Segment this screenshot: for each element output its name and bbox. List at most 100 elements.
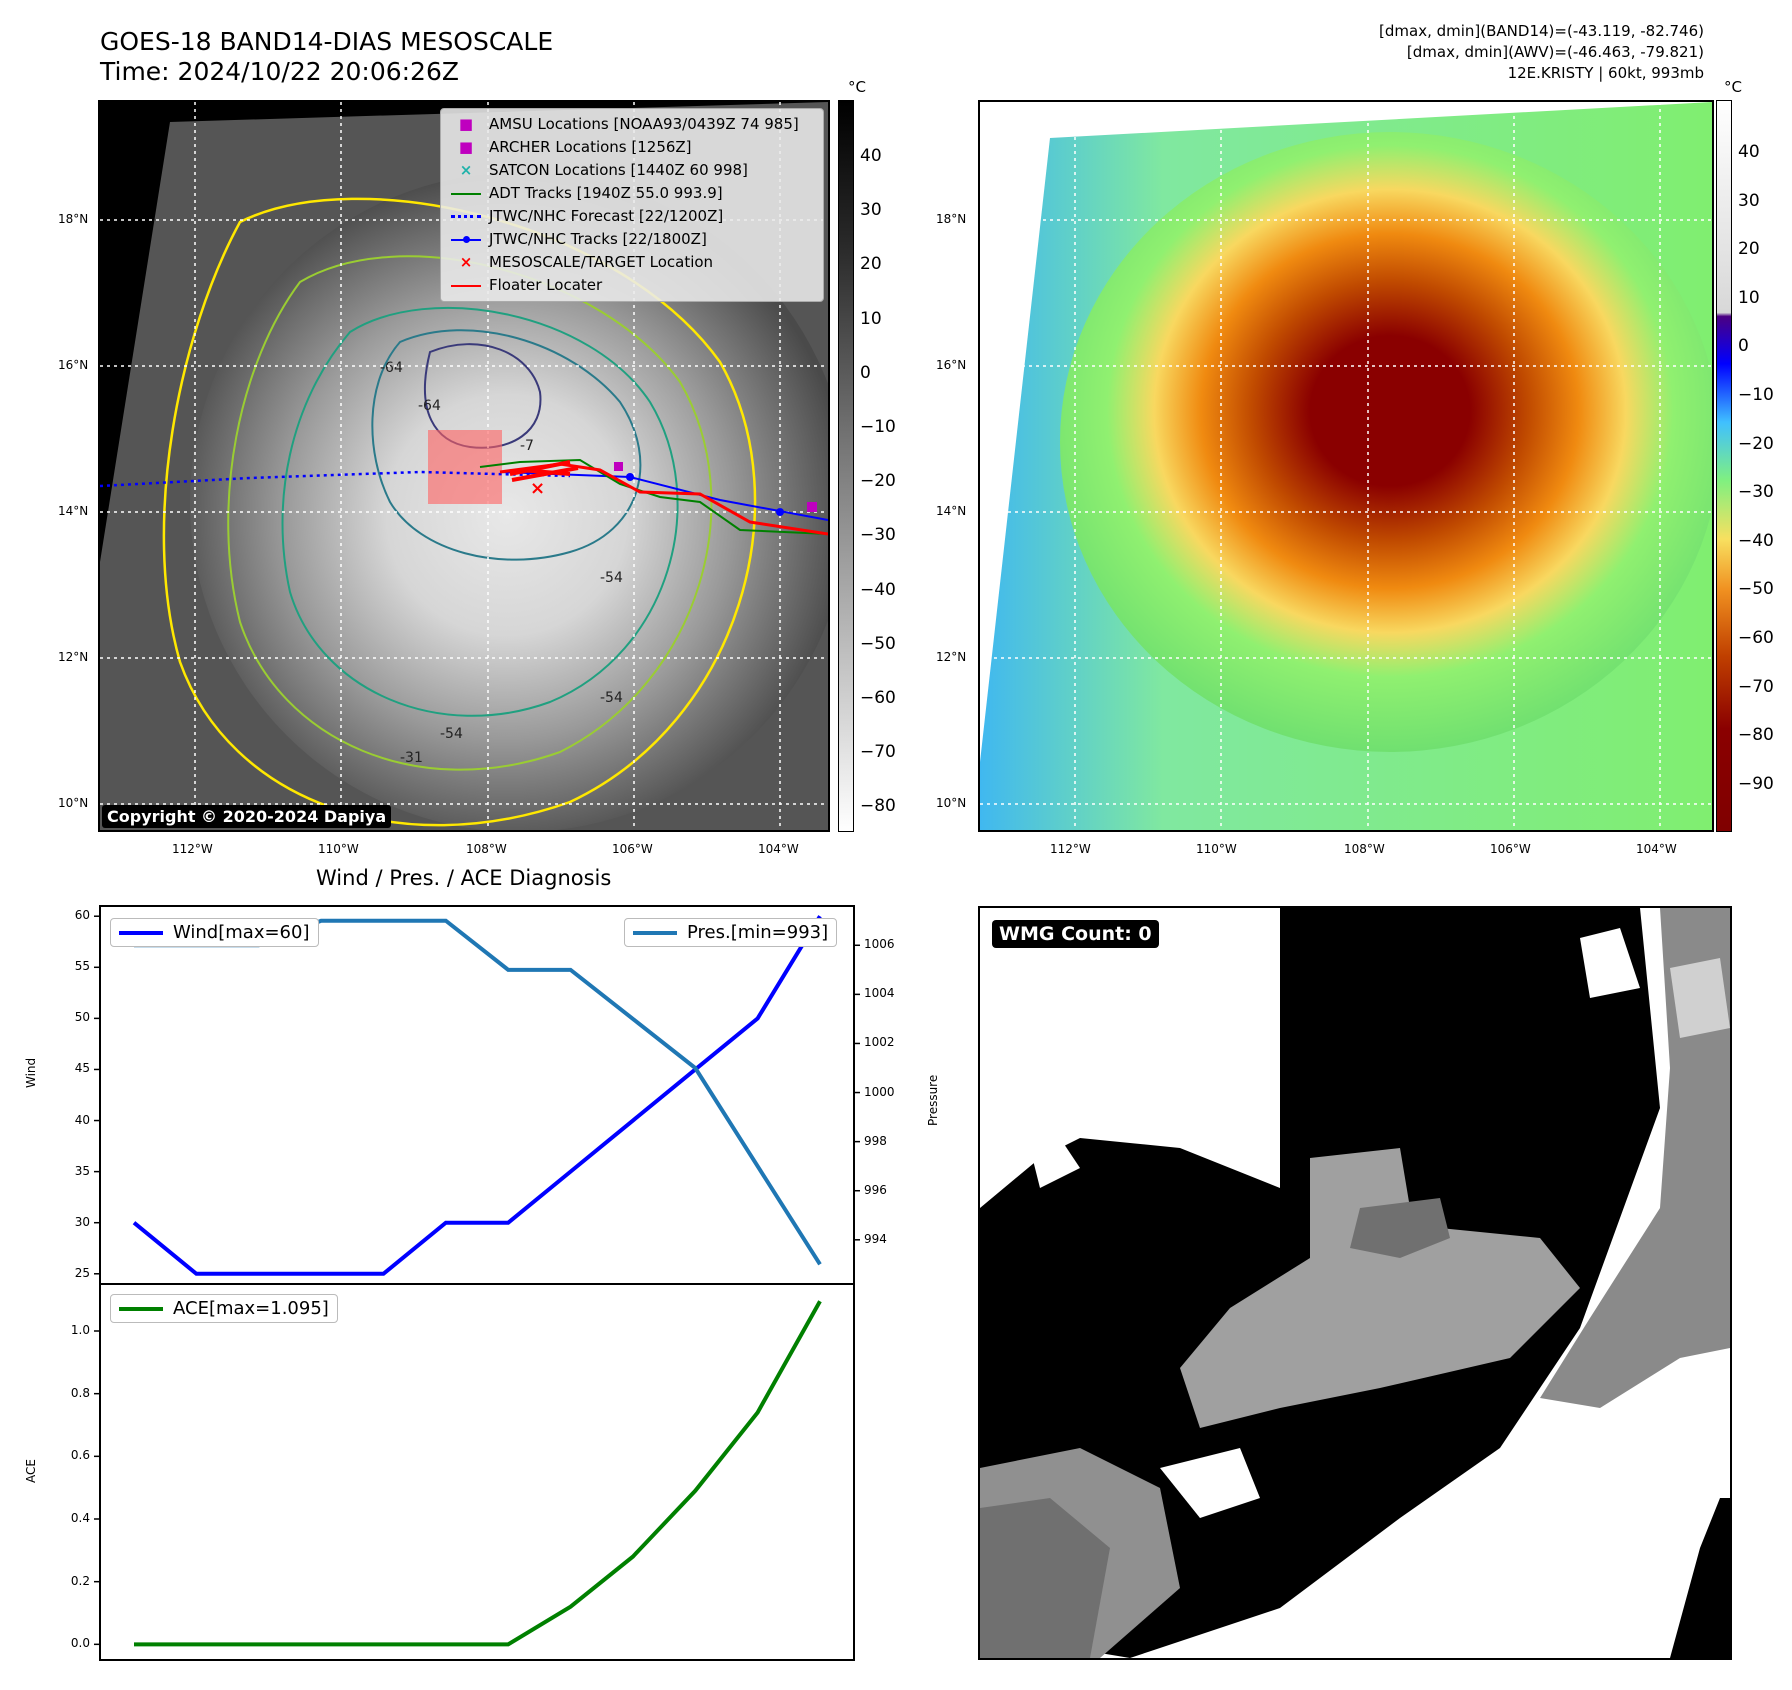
colorbar-right — [1716, 100, 1732, 832]
wmg-panel: WMG Count: 0 — [978, 906, 1732, 1660]
awv-range: [dmax, dmin](AWV)=(-46.463, -79.821) — [1406, 43, 1704, 61]
lon-label: 110°W — [318, 842, 359, 856]
lat-label: 10°N — [936, 796, 967, 810]
colorbar-tick: 0 — [1738, 336, 1749, 357]
contour-label: -31 — [400, 750, 423, 766]
wmg-count-badge: WMG Count: 0 — [992, 920, 1159, 948]
colorbar-tick: −80 — [860, 796, 896, 817]
lat-label: 14°N — [58, 504, 89, 518]
colorbar-tick: −70 — [860, 742, 896, 763]
line-icon — [449, 182, 483, 205]
pressure-axis-label: Pressure — [926, 1074, 940, 1126]
lat-label: 12°N — [936, 650, 967, 664]
colorbar-tick: 0 — [860, 362, 871, 383]
wind-tick-label: 60 — [74, 908, 90, 923]
archer-marker — [807, 502, 817, 512]
legend-line — [119, 930, 163, 935]
contour-label: -7 — [520, 438, 534, 454]
colorbar-tick: 20 — [1738, 239, 1760, 260]
colorbar-tick: −10 — [860, 417, 896, 437]
legend-label: SATCON Locations [1440Z 60 998] — [489, 161, 748, 179]
awv-gridlines — [980, 102, 1712, 830]
square-icon: ■ — [458, 115, 474, 133]
legend-label: ARCHER Locations [1256Z] — [489, 138, 692, 156]
wind-tick-label: 45 — [74, 1061, 90, 1076]
colorbar-tick: −60 — [860, 688, 896, 708]
lat-label: 12°N — [58, 650, 89, 664]
wmg-svg — [980, 908, 1730, 1658]
cross-icon: × — [459, 161, 473, 179]
colorbar-tick: −50 — [860, 633, 896, 654]
contour-label: -64 — [418, 398, 441, 414]
ace-axis-label: ACE — [24, 1459, 38, 1483]
lon-label: 108°W — [466, 842, 507, 856]
ace-tick-label: 0.0 — [70, 1636, 90, 1651]
legend-label: Pres.[min=993] — [687, 922, 829, 943]
colorbar-tick: 20 — [860, 254, 882, 275]
wind-tick-label: 55 — [74, 959, 90, 974]
lon-label: 112°W — [1050, 842, 1091, 856]
ace-legend: ACE[max=1.095] — [110, 1294, 338, 1323]
dotted-line-icon — [449, 205, 483, 228]
colorbar-tick: −80 — [1738, 725, 1774, 746]
nhc-track-point — [776, 508, 784, 516]
diagnosis-top-frame — [99, 905, 855, 1285]
colorbar-tick: 30 — [1738, 190, 1760, 211]
lon-label: 108°W — [1344, 842, 1385, 856]
band14-range: [dmax, dmin](BAND14)=(-43.119, -82.746) — [1379, 22, 1704, 40]
wmg-dark-gray-region — [1350, 1198, 1450, 1258]
wind-tick-label: 30 — [74, 1214, 90, 1229]
colorbar-tick: −20 — [1738, 433, 1774, 454]
colorbar-tick: −40 — [1738, 530, 1774, 551]
lat-label: 14°N — [936, 504, 967, 518]
legend-label: AMSU Locations [NOAA93/0439Z 74 985] — [489, 115, 799, 133]
colorbar-tick: 10 — [1738, 287, 1760, 308]
lat-label: 10°N — [58, 796, 89, 810]
colorbar-tick: −60 — [1738, 628, 1774, 648]
wmg-white-region — [1160, 1448, 1260, 1518]
legend-label: JTWC/NHC Tracks [22/1800Z] — [489, 230, 707, 248]
map-legend: ■ AMSU Locations [NOAA93/0439Z 74 985] ■ A… — [440, 108, 824, 302]
wind-tick-label: 40 — [74, 1112, 90, 1127]
awv-storm-core — [1060, 132, 1712, 752]
wmg-white-region — [1030, 1138, 1080, 1188]
lat-label: 18°N — [936, 212, 967, 226]
colorbar-unit: °C — [1724, 78, 1742, 96]
wmg-white-region — [1580, 928, 1640, 998]
wind-series-line — [132, 915, 822, 1276]
line-dot-icon — [449, 228, 483, 251]
diagnosis-bottom-frame — [99, 1283, 855, 1661]
ace-tick-label: 0.2 — [70, 1573, 90, 1588]
legend-line — [633, 930, 677, 935]
contour-label: -64 — [380, 360, 403, 376]
legend-label: Wind[max=60] — [173, 922, 310, 943]
floater-cluster — [509, 460, 579, 482]
wmg-black-region — [1670, 1498, 1730, 1658]
colorbar-tick: −40 — [860, 579, 896, 600]
figure-time: Time: 2024/10/22 20:06:26Z — [100, 57, 459, 86]
line-icon — [449, 274, 483, 297]
pressure-tick-label: 998 — [864, 1133, 887, 1148]
colorbar-tick: −30 — [860, 525, 896, 546]
legend-label: Floater Locater — [489, 276, 603, 294]
legend-label: MESOSCALE/TARGET Location — [489, 253, 714, 271]
contour-label: -54 — [600, 570, 623, 586]
contour-label: -54 — [440, 726, 463, 742]
pressure-tick-label: 1006 — [864, 937, 895, 952]
cross-icon: × — [459, 253, 473, 271]
awv-map-panel — [978, 100, 1714, 832]
lon-label: 106°W — [612, 842, 653, 856]
colorbar-tick: 10 — [860, 308, 882, 329]
figure-title: GOES-18 BAND14-DIAS MESOSCALE — [100, 27, 554, 56]
ace-tick-label: 0.4 — [70, 1511, 90, 1525]
wmg-dark-gray-region — [980, 1498, 1110, 1658]
wind-tick-label: 50 — [74, 1010, 90, 1025]
colorbar-tick: −50 — [1738, 579, 1774, 600]
colorbar-tick: 30 — [860, 200, 882, 221]
mesoscale-box — [428, 430, 502, 504]
pressure-tick-label: 1000 — [864, 1084, 895, 1099]
colorbar-unit: °C — [848, 78, 866, 96]
ace-series-line — [134, 1300, 822, 1647]
ace-tick-label: 0.6 — [70, 1448, 90, 1463]
storm-info: 12E.KRISTY | 60kt, 993mb — [1507, 64, 1704, 82]
